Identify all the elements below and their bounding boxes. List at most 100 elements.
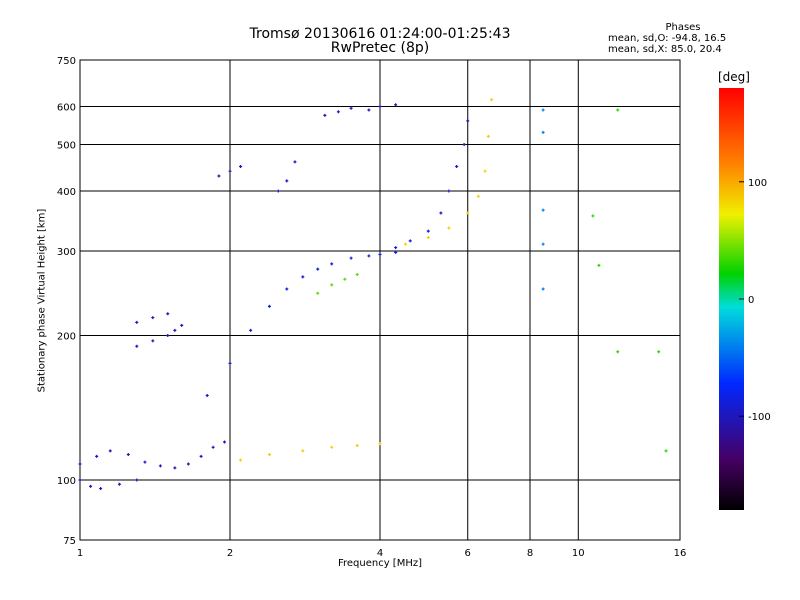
data-point xyxy=(135,478,139,482)
data-point xyxy=(285,287,289,291)
data-point xyxy=(403,242,407,246)
data-point xyxy=(378,442,382,446)
data-point xyxy=(330,445,334,449)
data-point xyxy=(541,130,545,134)
data-point xyxy=(408,239,412,243)
data-point xyxy=(394,246,398,250)
y-tick-label: 75 xyxy=(63,536,76,547)
data-point xyxy=(301,275,305,279)
data-point xyxy=(394,103,398,107)
y-tick-label: 100 xyxy=(57,476,76,487)
data-point xyxy=(316,267,320,271)
data-point xyxy=(447,189,451,193)
data-point xyxy=(378,253,382,257)
stats-x-mode: mean, sd,X: 85.0, 20.4 xyxy=(608,44,722,55)
x-tick-label: 1 xyxy=(77,548,83,559)
data-point xyxy=(378,105,382,109)
x-axis-label: Frequency [MHz] xyxy=(337,558,423,569)
data-point xyxy=(173,328,177,332)
data-point xyxy=(293,160,297,164)
data-point xyxy=(541,108,545,112)
data-point xyxy=(591,214,595,218)
chart-title: Tromsø 20130616 01:24:00-01:25:43 xyxy=(249,26,511,42)
data-point xyxy=(330,283,334,287)
data-point xyxy=(664,449,668,453)
data-point xyxy=(267,453,271,457)
y-tick-label: 400 xyxy=(57,187,76,198)
stats-heading: Phases xyxy=(665,22,701,33)
data-point xyxy=(267,304,271,308)
y-axis-label: Stationary phase Virtual Height [km] xyxy=(36,208,48,393)
data-point xyxy=(228,361,232,365)
data-point xyxy=(78,462,82,466)
data-point xyxy=(541,287,545,291)
y-tick-label: 500 xyxy=(57,141,76,152)
data-point xyxy=(158,464,162,468)
data-point xyxy=(466,119,470,123)
data-point xyxy=(108,449,112,453)
x-tick-label: 8 xyxy=(527,548,533,559)
data-point xyxy=(486,134,490,138)
data-point xyxy=(483,169,487,173)
data-point xyxy=(217,174,221,178)
data-point xyxy=(616,108,620,112)
data-point xyxy=(490,98,494,102)
x-tick-label: 2 xyxy=(227,548,233,559)
data-point xyxy=(466,211,470,215)
stats-o-mode: mean, sd,O: -94.8, 16.5 xyxy=(608,33,727,44)
data-point xyxy=(349,106,353,110)
x-tick-label: 6 xyxy=(465,548,471,559)
data-point xyxy=(541,208,545,212)
data-point xyxy=(336,110,340,114)
data-point xyxy=(330,262,334,266)
x-tick-label: 10 xyxy=(572,548,585,559)
data-point xyxy=(367,108,371,112)
data-point xyxy=(462,143,466,147)
data-point xyxy=(99,487,103,491)
data-point xyxy=(249,328,253,332)
data-point xyxy=(186,462,190,466)
y-tick-label: 300 xyxy=(57,247,76,258)
data-point xyxy=(211,445,215,449)
data-point xyxy=(439,211,443,215)
chart-subtitle: RwPretec (8p) xyxy=(330,40,430,56)
colorbar-label: [deg] xyxy=(718,70,750,84)
data-point xyxy=(173,466,177,470)
data-point xyxy=(426,229,430,233)
data-point xyxy=(285,179,289,183)
data-point xyxy=(239,164,243,168)
data-point xyxy=(349,256,353,260)
data-point xyxy=(228,169,232,173)
data-point xyxy=(316,291,320,295)
data-point xyxy=(135,344,139,348)
data-point xyxy=(78,478,82,482)
y-tick-label: 750 xyxy=(57,56,76,67)
data-point xyxy=(117,482,121,486)
data-point xyxy=(223,440,227,444)
data-point xyxy=(323,113,327,117)
data-point xyxy=(616,350,620,354)
data-point xyxy=(301,449,305,453)
x-tick-label: 16 xyxy=(674,548,687,559)
data-point xyxy=(166,312,170,316)
data-point xyxy=(541,242,545,246)
data-point xyxy=(180,323,184,327)
data-point xyxy=(455,164,459,168)
data-point xyxy=(657,350,661,354)
data-point xyxy=(426,236,430,240)
data-point xyxy=(143,460,147,464)
data-point xyxy=(151,316,155,320)
colorbar-tick-label: 100 xyxy=(748,178,767,189)
data-point xyxy=(135,320,139,324)
y-tick-label: 200 xyxy=(57,332,76,343)
x-tick-label: 4 xyxy=(377,548,383,559)
data-point xyxy=(367,254,371,258)
data-point xyxy=(199,454,203,458)
data-point xyxy=(394,250,398,254)
data-point xyxy=(205,394,209,398)
data-point xyxy=(447,226,451,230)
colorbar-tick-label: 0 xyxy=(748,295,754,306)
y-tick-label: 600 xyxy=(57,103,76,114)
data-point xyxy=(476,194,480,198)
